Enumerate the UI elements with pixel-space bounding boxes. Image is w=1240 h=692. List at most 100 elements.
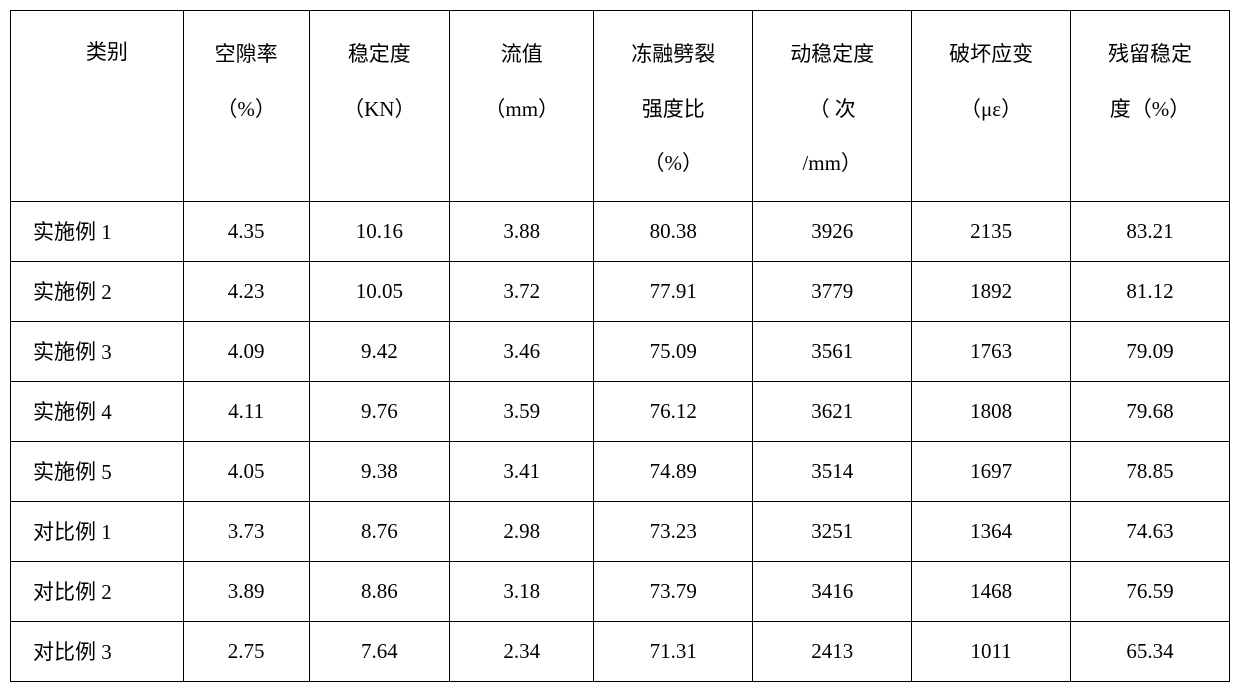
cell-value: 9.42	[309, 321, 450, 381]
table-row: 实施例 54.059.383.4174.893514169778.85	[11, 441, 1230, 501]
cell-value: 1468	[912, 561, 1071, 621]
cell-value: 3416	[753, 561, 912, 621]
row-label: 对比例 2	[11, 561, 184, 621]
cell-value: 2135	[912, 201, 1071, 261]
cell-value: 7.64	[309, 621, 450, 681]
row-label: 实施例 2	[11, 261, 184, 321]
cell-value: 3561	[753, 321, 912, 381]
cell-value: 71.31	[594, 621, 753, 681]
row-label: 实施例 5	[11, 441, 184, 501]
cell-value: 3621	[753, 381, 912, 441]
cell-value: 10.05	[309, 261, 450, 321]
cell-value: 2.98	[450, 501, 594, 561]
header-unit2: 强度比	[642, 82, 705, 137]
cell-value: 4.09	[183, 321, 309, 381]
cell-value: 80.38	[594, 201, 753, 261]
cell-value: 76.59	[1071, 561, 1230, 621]
cell-value: 1697	[912, 441, 1071, 501]
header-label: 冻融劈裂	[631, 27, 715, 82]
row-label: 实施例 1	[11, 201, 184, 261]
cell-value: 1011	[912, 621, 1071, 681]
cell-value: 79.68	[1071, 381, 1230, 441]
header-unit: （%）	[644, 136, 704, 191]
header-residual-stability: 残留稳定 度（%）	[1071, 11, 1230, 202]
cell-value: 74.63	[1071, 501, 1230, 561]
table-row: 实施例 24.2310.053.7277.913779189281.12	[11, 261, 1230, 321]
cell-value: 3.73	[183, 501, 309, 561]
table-row: 对比例 32.757.642.3471.312413101165.34	[11, 621, 1230, 681]
cell-value: 2.34	[450, 621, 594, 681]
cell-value: 74.89	[594, 441, 753, 501]
header-label: 动稳定度	[790, 27, 874, 82]
cell-value: 1808	[912, 381, 1071, 441]
cell-value: 83.21	[1071, 201, 1230, 261]
table-row: 实施例 14.3510.163.8880.383926213583.21	[11, 201, 1230, 261]
cell-value: 2.75	[183, 621, 309, 681]
header-void-ratio: 空隙率 （%）	[183, 11, 309, 202]
cell-value: 3.89	[183, 561, 309, 621]
table-row: 对比例 13.738.762.9873.233251136474.63	[11, 501, 1230, 561]
cell-value: 9.38	[309, 441, 450, 501]
header-label: 空隙率	[215, 27, 278, 82]
cell-value: 8.86	[309, 561, 450, 621]
header-unit: /mm）	[802, 136, 862, 191]
cell-value: 4.11	[183, 381, 309, 441]
cell-value: 4.23	[183, 261, 309, 321]
cell-value: 75.09	[594, 321, 753, 381]
cell-value: 3.72	[450, 261, 594, 321]
cell-value: 3.59	[450, 381, 594, 441]
cell-value: 3779	[753, 261, 912, 321]
table-body: 实施例 14.3510.163.8880.383926213583.21实施例 …	[11, 201, 1230, 681]
header-label: 破坏应变	[949, 27, 1033, 82]
header-row: 类别 空隙率 （%） 稳定度 （KN） 流值 （mm）	[11, 11, 1230, 202]
cell-value: 9.76	[309, 381, 450, 441]
header-dynamic-stability: 动稳定度 （ 次 /mm）	[753, 11, 912, 202]
cell-value: 1892	[912, 261, 1071, 321]
cell-value: 76.12	[594, 381, 753, 441]
cell-value: 1364	[912, 501, 1071, 561]
header-unit2: （ 次	[809, 82, 856, 137]
header-unit: （mm）	[484, 82, 559, 137]
header-stability: 稳定度 （KN）	[309, 11, 450, 202]
cell-value: 3.46	[450, 321, 594, 381]
table-row: 实施例 34.099.423.4675.093561176379.09	[11, 321, 1230, 381]
data-table: 类别 空隙率 （%） 稳定度 （KN） 流值 （mm）	[10, 10, 1230, 682]
cell-value: 3514	[753, 441, 912, 501]
header-unit: （%）	[216, 82, 276, 137]
row-label: 实施例 3	[11, 321, 184, 381]
header-freeze-thaw: 冻融劈裂 强度比 （%）	[594, 11, 753, 202]
row-label: 对比例 1	[11, 501, 184, 561]
cell-value: 3.88	[450, 201, 594, 261]
cell-value: 8.76	[309, 501, 450, 561]
cell-value: 3251	[753, 501, 912, 561]
cell-value: 81.12	[1071, 261, 1230, 321]
header-label: 流值	[501, 27, 543, 82]
row-label: 实施例 4	[11, 381, 184, 441]
row-label: 对比例 3	[11, 621, 184, 681]
header-label: 残留稳定	[1108, 27, 1192, 82]
cell-value: 79.09	[1071, 321, 1230, 381]
cell-value: 73.23	[594, 501, 753, 561]
header-failure-strain: 破坏应变 （με）	[912, 11, 1071, 202]
header-flow-value: 流值 （mm）	[450, 11, 594, 202]
cell-value: 3.18	[450, 561, 594, 621]
table-row: 实施例 44.119.763.5976.123621180879.68	[11, 381, 1230, 441]
cell-value: 3926	[753, 201, 912, 261]
header-unit: 度（%）	[1110, 82, 1191, 137]
cell-value: 3.41	[450, 441, 594, 501]
cell-value: 78.85	[1071, 441, 1230, 501]
cell-value: 77.91	[594, 261, 753, 321]
cell-value: 1763	[912, 321, 1071, 381]
cell-value: 4.05	[183, 441, 309, 501]
cell-value: 2413	[753, 621, 912, 681]
table-row: 对比例 23.898.863.1873.793416146876.59	[11, 561, 1230, 621]
header-category: 类别	[11, 11, 184, 202]
cell-value: 10.16	[309, 201, 450, 261]
cell-value: 73.79	[594, 561, 753, 621]
cell-value: 65.34	[1071, 621, 1230, 681]
header-unit: （KN）	[343, 82, 415, 137]
cell-value: 4.35	[183, 201, 309, 261]
header-label: 类别	[86, 27, 128, 77]
header-label: 稳定度	[348, 27, 411, 82]
header-unit: （με）	[960, 82, 1022, 137]
